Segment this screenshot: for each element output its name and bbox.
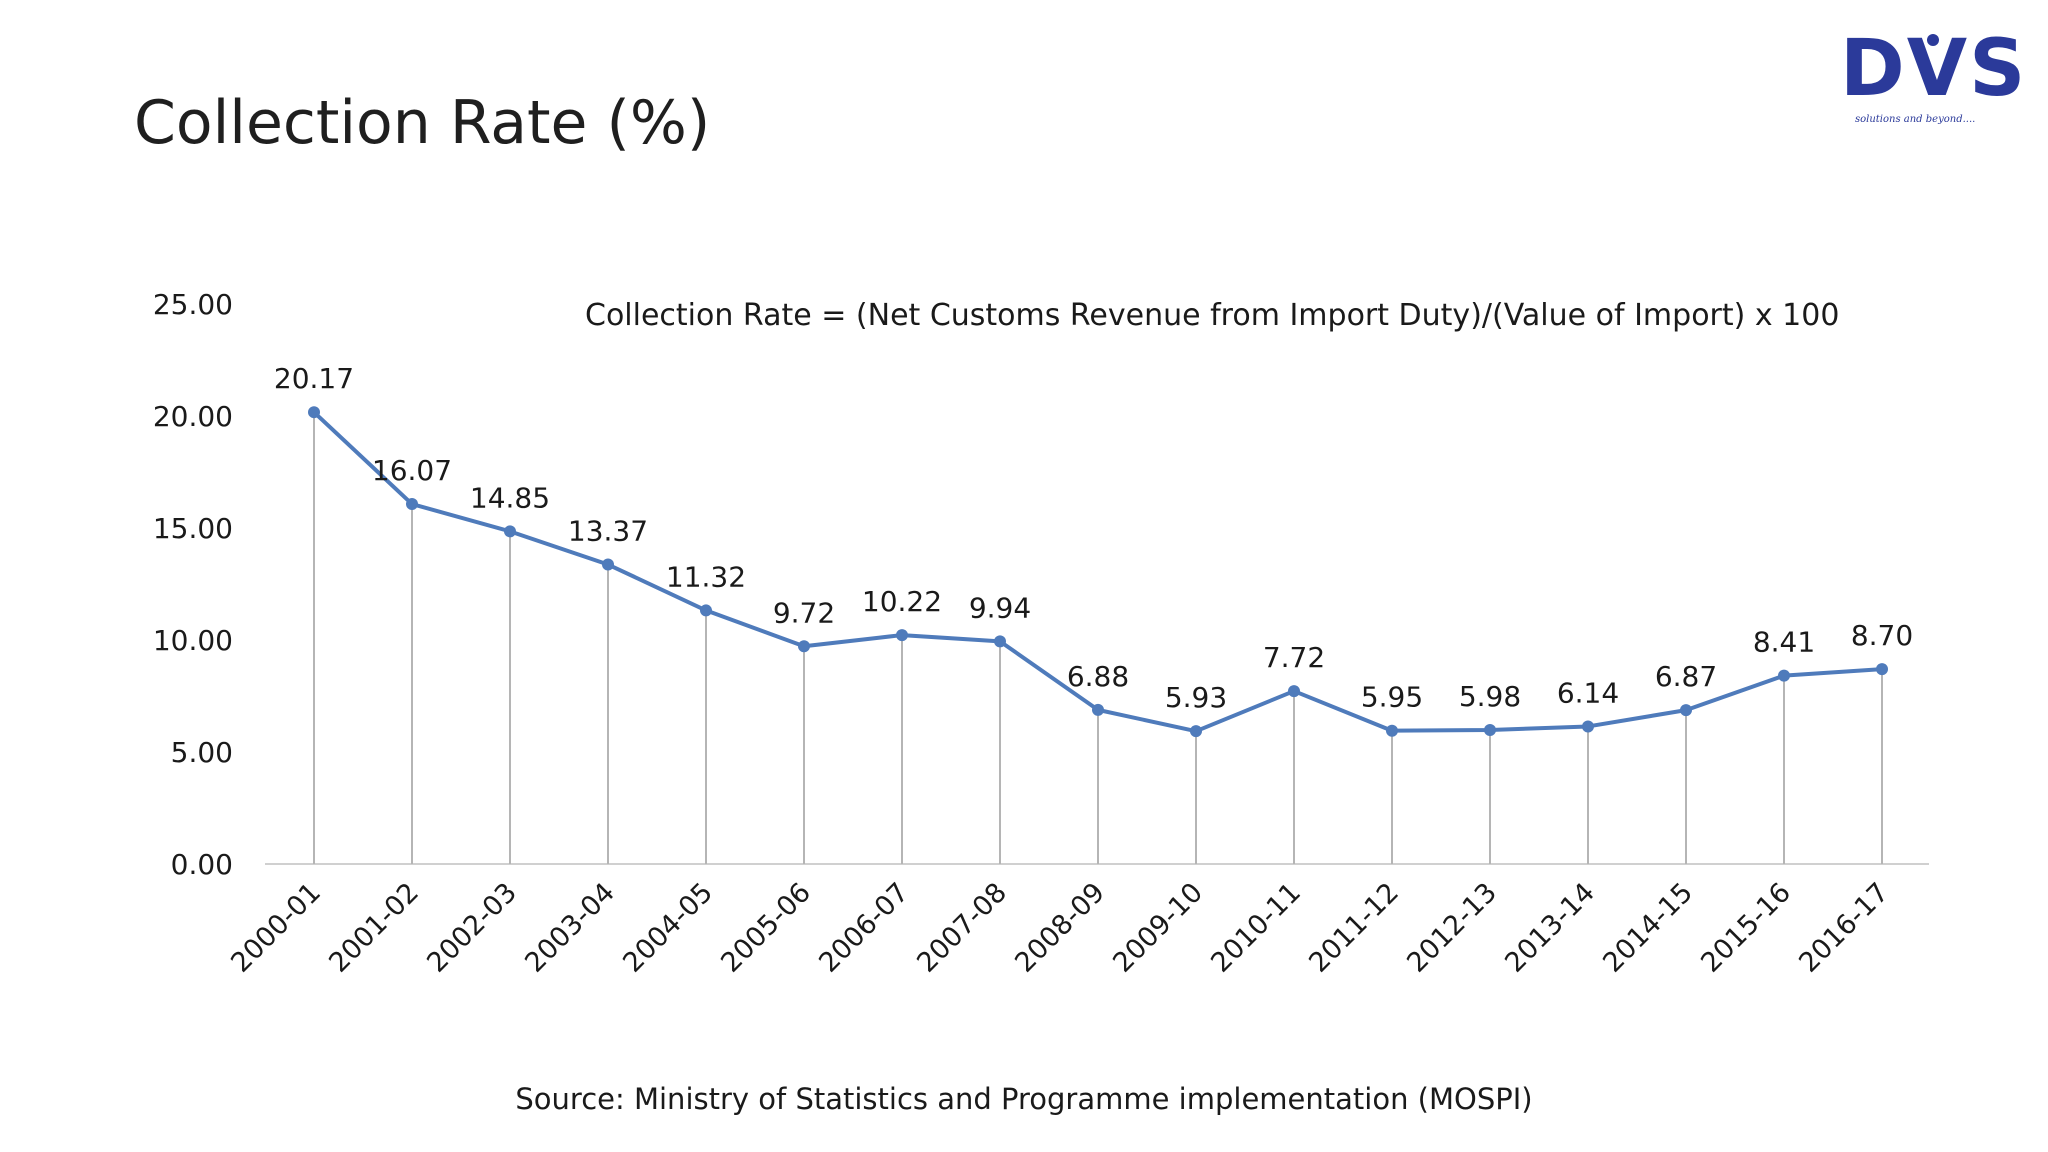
logo-dot-icon: [1927, 34, 1939, 46]
x-tick-label: 2007-08: [911, 877, 1013, 979]
source-note: Source: Ministry of Statistics and Progr…: [515, 1082, 1533, 1116]
data-label: 5.93: [1165, 681, 1227, 714]
drop-lines: [313, 412, 1883, 864]
data-labels: 20.17 16.07 14.85 13.37 11.32 9.72 10.22 9.94 6.…: [274, 362, 1913, 714]
y-axis-labels: 0.00 5.00 10.00 15.00 20.00 25.00: [153, 288, 233, 881]
data-label: 6.88: [1067, 660, 1129, 693]
data-label: 6.14: [1557, 676, 1619, 709]
x-tick-label: 2016-17: [1793, 877, 1895, 979]
data-point: [700, 604, 712, 617]
data-label: 7.72: [1263, 641, 1325, 674]
data-point: [896, 629, 908, 642]
data-point: [1386, 724, 1398, 737]
y-tick-label: 0.00: [171, 848, 233, 881]
data-point: [1288, 685, 1300, 698]
dvs-logo: DVS solutions and beyond....: [1830, 30, 2030, 135]
x-tick-label: 2014-15: [1597, 877, 1699, 979]
data-point: [1092, 703, 1104, 716]
x-tick-label: 2013-14: [1499, 877, 1601, 979]
x-tick-label: 2011-12: [1303, 877, 1405, 979]
data-point: [1680, 704, 1692, 717]
x-tick-label: 2012-13: [1401, 877, 1503, 979]
slide-title: Collection Rate (%): [134, 88, 711, 158]
data-label: 8.41: [1753, 626, 1815, 659]
data-label: 8.70: [1851, 619, 1913, 652]
data-label: 10.22: [862, 585, 942, 618]
x-axis-labels: 2000-012001-022002-032003-042004-052005-…: [225, 877, 1895, 979]
data-label: 6.87: [1655, 660, 1717, 693]
x-tick-label: 2015-16: [1695, 877, 1797, 979]
x-tick-label: 2006-07: [813, 877, 915, 979]
data-label: 5.95: [1361, 681, 1423, 714]
data-point: [504, 525, 516, 538]
x-tick-label: 2003-04: [519, 877, 621, 979]
data-label: 14.85: [470, 481, 550, 514]
y-tick-label: 10.00: [153, 624, 233, 657]
data-label: 9.72: [773, 596, 835, 629]
x-tick-label: 2005-06: [715, 877, 817, 979]
x-tick-label: 2002-03: [421, 877, 523, 979]
data-point: [602, 558, 614, 571]
y-tick-label: 25.00: [153, 288, 233, 321]
data-point: [1582, 720, 1594, 733]
data-point: [1484, 724, 1496, 737]
y-tick-label: 5.00: [171, 736, 233, 769]
data-label: 5.98: [1459, 680, 1521, 713]
data-point: [308, 406, 320, 419]
data-point: [406, 498, 418, 511]
data-point: [1190, 725, 1202, 738]
data-label: 16.07: [372, 454, 452, 487]
data-label: 11.32: [666, 560, 746, 593]
x-tick-label: 2008-09: [1009, 877, 1111, 979]
data-points: [308, 406, 1888, 738]
x-tick-label: 2004-05: [617, 877, 719, 979]
data-point: [994, 635, 1006, 648]
data-point: [1876, 663, 1888, 676]
x-tick-label: 2000-01: [225, 877, 327, 979]
formula-annotation: Collection Rate = (Net Customs Revenue f…: [585, 298, 1839, 333]
data-label: 20.17: [274, 362, 354, 395]
data-label: 9.94: [969, 591, 1031, 624]
x-tick-label: 2010-11: [1205, 877, 1307, 979]
logo-tagline: solutions and beyond....: [1855, 114, 1976, 125]
y-tick-label: 15.00: [153, 512, 233, 545]
data-label: 13.37: [568, 515, 648, 548]
data-point: [1778, 669, 1790, 682]
y-tick-label: 20.00: [153, 400, 233, 433]
data-point: [798, 640, 810, 653]
x-tick-label: 2009-10: [1107, 877, 1209, 979]
x-tick-label: 2001-02: [323, 877, 425, 979]
